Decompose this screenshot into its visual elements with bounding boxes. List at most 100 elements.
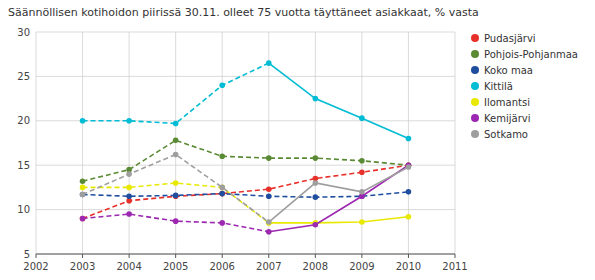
data-point [359,170,365,176]
legend-marker [471,114,479,122]
data-point [219,82,225,88]
data-point [359,189,365,195]
legend-label: Pudasjärvi [484,33,536,44]
x-tick [455,254,456,258]
data-point [173,121,179,127]
y-grid-line [36,254,455,255]
data-point [80,185,86,191]
data-point [80,192,86,198]
x-tick-label: 2011 [442,261,467,272]
data-point [80,118,86,124]
x-tick [175,254,176,258]
data-point [313,194,319,200]
title: Säännöllisen kotihoidon piirissä 30.11. … [8,6,479,19]
data-point [219,154,225,160]
data-point [80,178,86,184]
data-point [359,219,365,225]
data-point [173,138,179,144]
grid [36,32,455,254]
chart: Säännöllisen kotihoidon piirissä 30.11. … [0,0,595,280]
data-point [126,185,132,191]
legend-marker [471,130,479,138]
data-point [266,186,272,192]
x-grid-line [129,32,130,254]
series-line-solid [269,167,409,222]
y-grid-line [36,209,455,210]
legend-label: Kittilä [484,81,513,92]
series-line-dashed [83,214,269,232]
legend-marker [471,34,479,42]
y-tick-label: 5 [24,249,30,260]
y-grid-line [36,76,455,77]
legend-label: Pohjois-Pohjanmaa [484,49,578,60]
data-point [173,180,179,186]
x-tick-label: 2002 [23,261,48,272]
data-point [266,219,272,225]
y-tick-label: 10 [17,204,30,215]
data-point [126,171,132,177]
x-grid-line [408,32,409,254]
data-point [219,220,225,226]
x-tick [315,254,316,258]
x-tick [82,254,83,258]
x-tick [129,254,130,258]
data-point [173,218,179,224]
x-tick-label: 2003 [70,261,95,272]
y-tick-label: 15 [17,160,30,171]
data-point [313,180,319,186]
legend-label: Sotkamo [484,129,528,140]
legend-marker [471,82,479,90]
x-grid-line [36,32,37,254]
series-line-dashed [83,63,269,123]
data-point [173,152,179,158]
x-tick [408,254,409,258]
x-tick-label: 2005 [163,261,188,272]
data-point [219,191,225,197]
data-point [173,193,179,199]
series-line-solid [269,217,409,223]
x-axis-line [36,254,455,255]
data-point [219,191,225,197]
x-tick [361,254,362,258]
x-tick-label: 2004 [116,261,141,272]
x-tick-label: 2007 [256,261,281,272]
x-tick-label: 2008 [303,261,328,272]
x-tick-label: 2009 [349,261,374,272]
y-grid-line [36,32,455,33]
x-grid-line [455,32,456,254]
x-tick [268,254,269,258]
data-point [80,192,86,198]
legend: Pudasjärvi Pohjois-Pohjanmaa Koko maa Kitti… [471,33,578,140]
series-line-dashed [83,140,409,181]
data-point [313,155,319,161]
data-point [126,211,132,217]
y-tick-label: 20 [17,115,30,126]
legend-marker [471,50,479,58]
x-tick [222,254,223,258]
data-point [406,214,412,220]
data-point [406,164,412,170]
series-line-solid [269,165,409,232]
plot-area [80,60,411,234]
data-point [359,158,365,164]
data-point [126,193,132,199]
data-point [219,185,225,191]
data-point [406,189,412,195]
data-point [219,185,225,191]
data-point [266,60,272,66]
legend-label: Koko maa [484,65,533,76]
data-point [126,118,132,124]
data-point [266,220,272,226]
y-tick-label: 25 [17,71,30,82]
data-point [313,96,319,102]
legend-marker [471,66,479,74]
x-tick-label: 2010 [396,261,421,272]
legend-marker [471,98,479,106]
legend-label: Ilomantsi [484,97,530,108]
y-grid-line [36,165,455,166]
data-point [80,216,86,222]
data-point [173,193,179,199]
y-tick-label: 30 [17,27,30,38]
data-point [359,115,365,121]
x-tick [36,254,37,258]
